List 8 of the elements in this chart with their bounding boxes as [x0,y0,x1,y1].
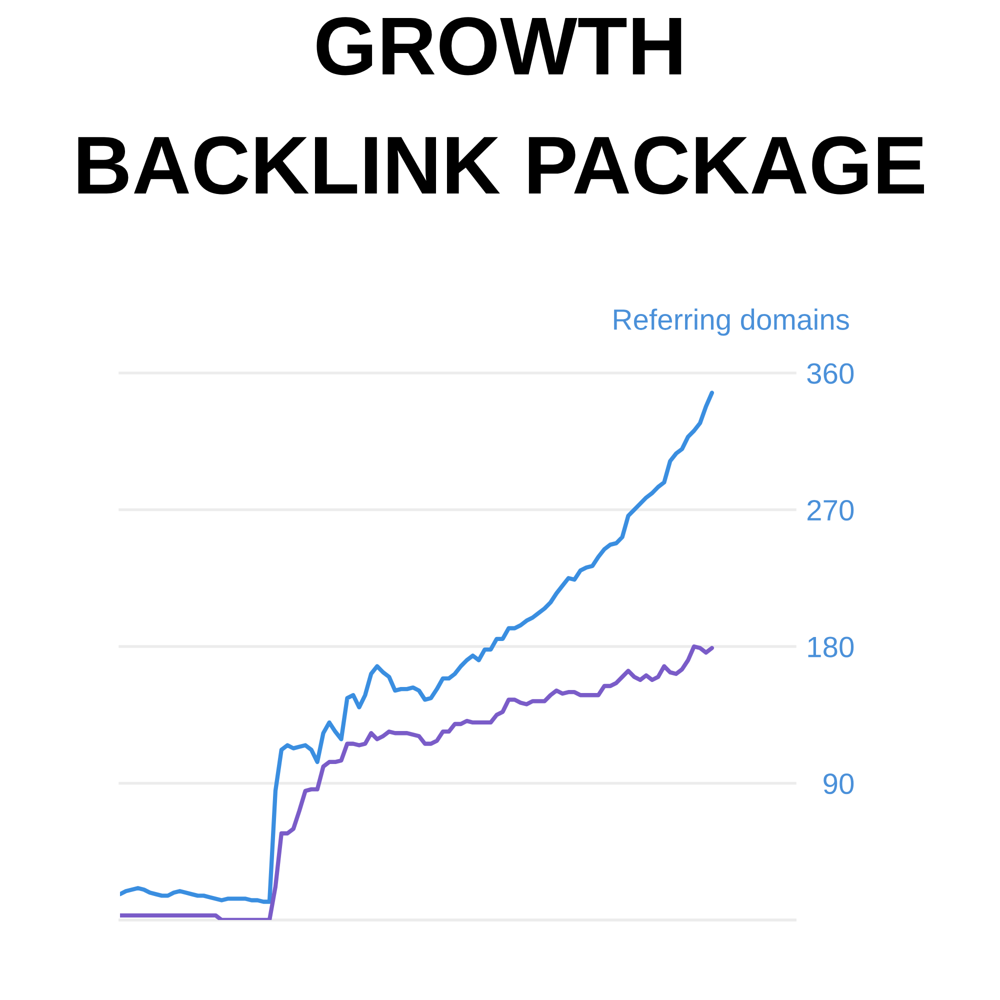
y-tick-label: 270 [808,500,854,521]
y-tick-label: 90 [824,773,854,794]
line-series [120,390,714,904]
y-axis-title: Referring domains [614,308,849,336]
line-series [120,644,714,920]
chart-title: GROWTH BACKLINK PACKAGE [78,17,924,194]
y-tick-label: 180 [808,636,854,658]
y-tick-label: 360 [807,363,854,384]
